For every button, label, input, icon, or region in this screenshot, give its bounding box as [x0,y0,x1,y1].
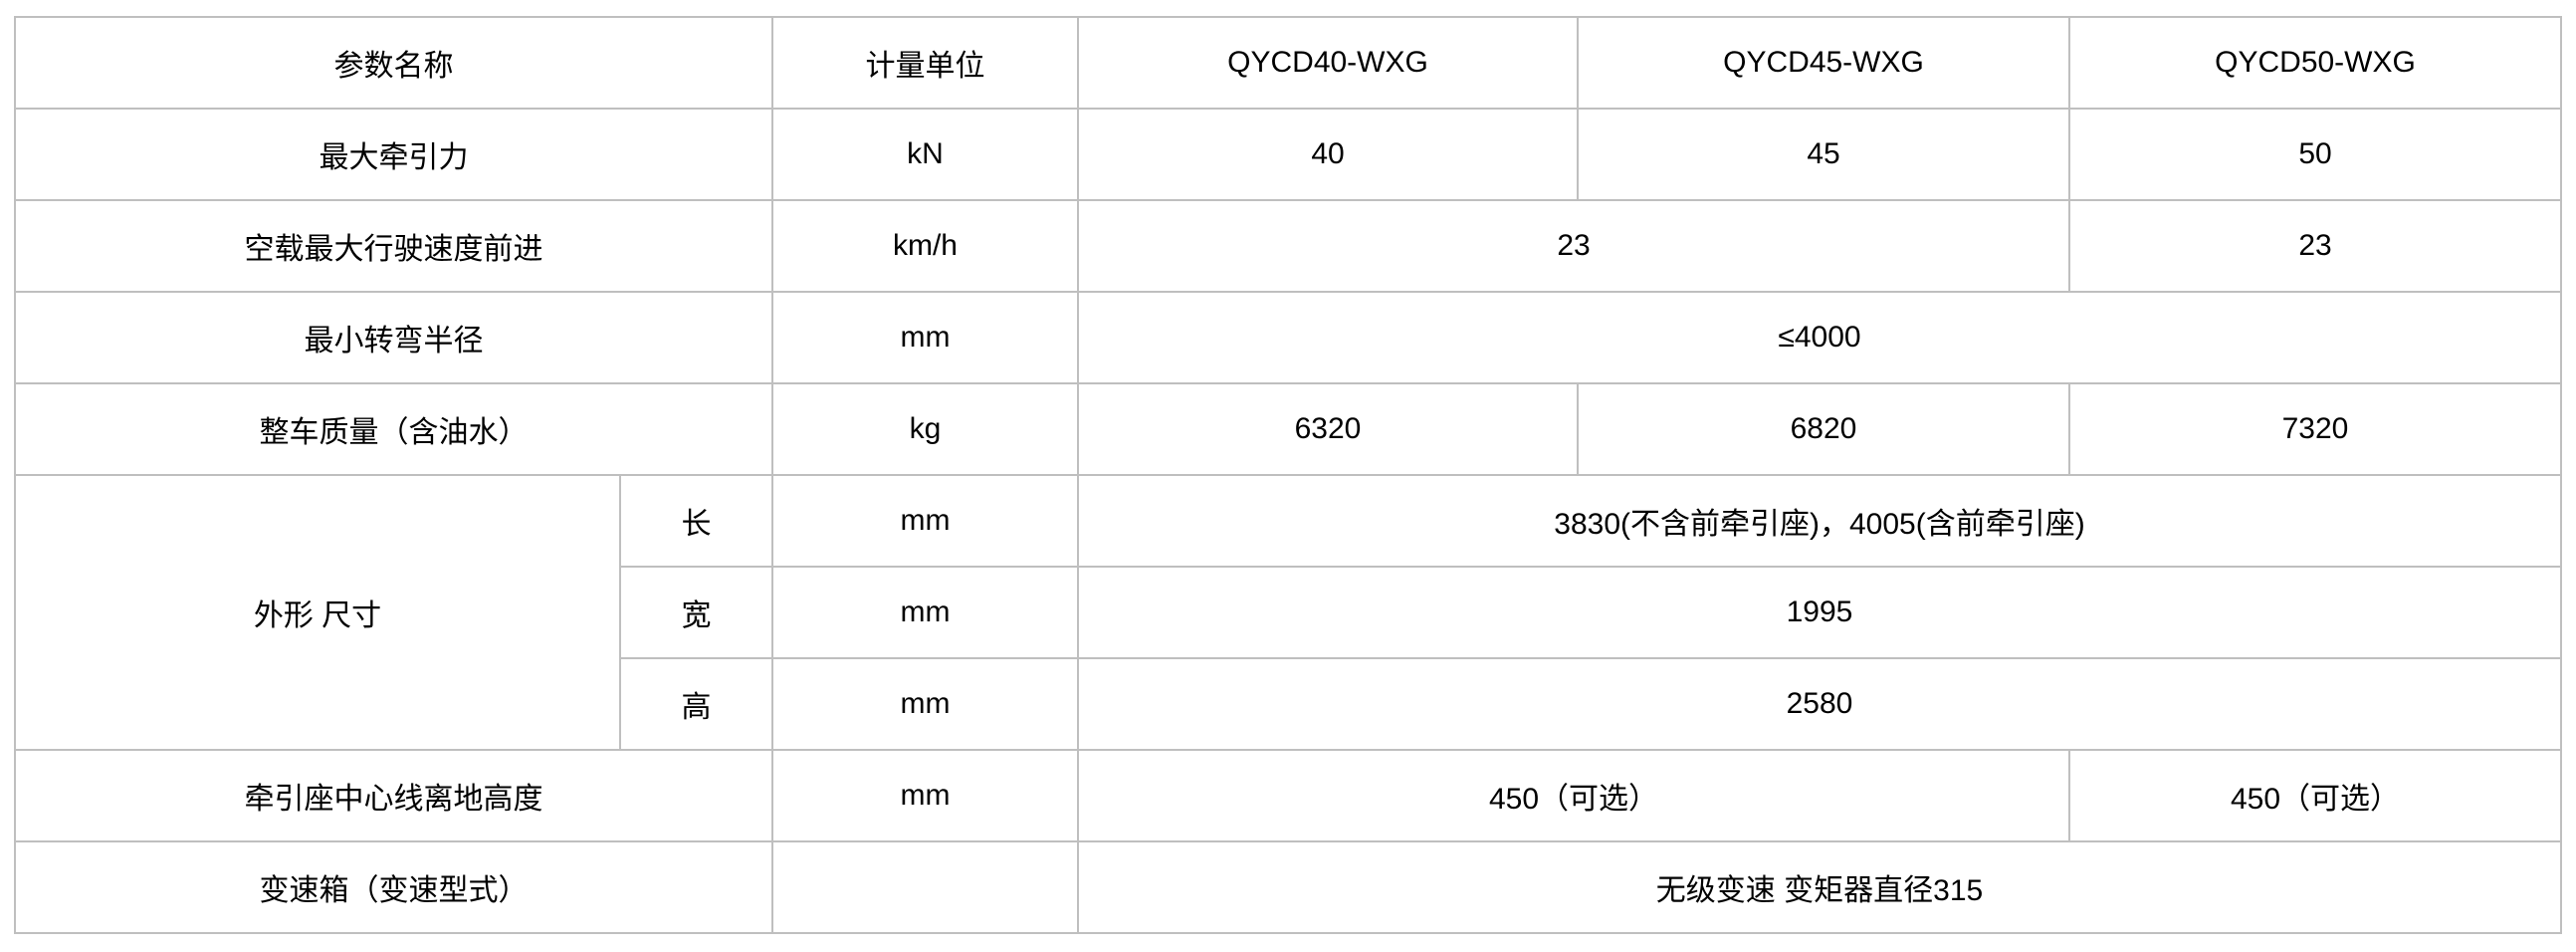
header-model-qycd45: QYCD45-WXG [1577,16,2070,110]
value-all-models: 1995 [1077,566,2562,659]
param-label-dimensions: 外形 尺寸 [14,474,621,751]
param-sublabel-height: 高 [619,657,773,751]
row-dimension-length: 外形 尺寸 长 mm 3830(不含前牵引座)，4005(含前牵引座) [14,474,2562,751]
row-max-speed: 空载最大行驶速度前进 km/h 23 23 [14,199,2562,293]
row-dimension-width: 宽 mm 1995 [15,566,2562,659]
value-qycd50: 23 [2068,199,2562,293]
unit-cell: mm [771,291,1079,384]
param-sublabel-width: 宽 [619,566,773,659]
header-param-name: 参数名称 [14,16,773,110]
param-label: 最大牵引力 [14,108,773,201]
header-model-qycd50: QYCD50-WXG [2068,16,2562,110]
unit-cell: mm [771,474,1079,568]
value-qycd45: 45 [1577,108,2070,201]
value-all-models: 2580 [1077,657,2562,751]
header-row: 参数名称 计量单位 QYCD40-WXG QYCD45-WXG QYCD50-W… [14,16,2562,110]
value-all-models: ≤4000 [1077,291,2562,384]
unit-cell: mm [771,749,1079,842]
value-all-models: 3830(不含前牵引座)，4005(含前牵引座) [1077,474,2562,568]
row-vehicle-mass: 整车质量（含油水） kg 6320 6820 7320 [14,382,2562,476]
value-qycd40-45: 23 [1077,199,2070,293]
spec-table: 参数名称 计量单位 QYCD40-WXG QYCD45-WXG QYCD50-W… [14,16,2562,934]
param-label: 最小转弯半径 [14,291,773,384]
value-qycd50: 450（可选） [2068,749,2562,842]
unit-cell: kg [771,382,1079,476]
header-unit: 计量单位 [771,16,1079,110]
param-sublabel-length: 长 [619,474,773,568]
value-qycd40: 40 [1077,108,1579,201]
unit-cell: mm [771,657,1079,751]
row-max-traction: 最大牵引力 kN 40 45 50 [14,108,2562,201]
row-dimension-height: 高 mm 2580 [15,657,2562,751]
header-model-qycd40: QYCD40-WXG [1077,16,1579,110]
value-qycd45: 6820 [1577,382,2070,476]
row-saddle-height: 牵引座中心线离地高度 mm 450（可选） 450（可选） [14,749,2562,842]
value-qycd50: 50 [2068,108,2562,201]
value-all-models: 无级变速 变矩器直径315 [1077,840,2562,934]
param-label: 空载最大行驶速度前进 [14,199,773,293]
param-label: 整车质量（含油水） [14,382,773,476]
unit-cell: km/h [771,199,1079,293]
param-label: 变速箱（变速型式） [14,840,773,934]
row-min-turn-radius: 最小转弯半径 mm ≤4000 [14,291,2562,384]
row-gearbox: 变速箱（变速型式） 无级变速 变矩器直径315 [14,840,2562,934]
value-qycd40-45: 450（可选） [1077,749,2070,842]
value-qycd40: 6320 [1077,382,1579,476]
unit-cell [771,840,1079,934]
unit-cell: mm [771,566,1079,659]
unit-cell: kN [771,108,1079,201]
value-qycd50: 7320 [2068,382,2562,476]
param-label: 牵引座中心线离地高度 [14,749,773,842]
